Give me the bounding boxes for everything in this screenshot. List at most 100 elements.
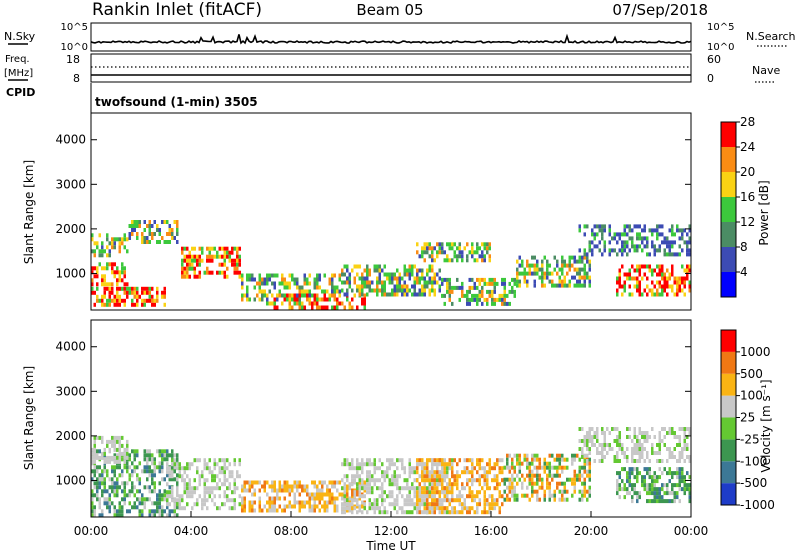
echo-cell [446,498,449,503]
echo-cell [278,496,281,501]
echo-cell [291,297,294,302]
echo-cell [646,483,649,488]
echo-cell [671,491,674,496]
echo-cell [148,489,151,494]
echo-cell [638,443,641,447]
echo-cell [621,451,624,455]
echo-cell [618,495,621,500]
echo-cell [113,453,116,458]
echo-cell [671,244,674,249]
echo-cell [288,285,291,290]
echo-cell [128,457,131,462]
echo-cell [536,469,539,474]
echo-cell [381,498,384,503]
echo-cell [208,458,211,463]
echo-cell [553,465,556,470]
echo-cell [303,281,306,286]
echo-cell [336,504,339,509]
echo-cell [253,500,256,505]
echo-cell [186,258,189,263]
echo-cell [346,474,349,479]
echo-cell [358,288,361,293]
echo-cell [103,477,106,482]
echo-cell [101,278,104,283]
echo-cell [221,270,224,275]
echo-cell [228,470,231,475]
echo-cell [688,495,691,500]
echo-cell [366,462,369,467]
echo-cell [483,510,486,515]
echo-cell [616,280,619,285]
echo-cell [411,292,414,297]
echo-cell [588,275,591,280]
echo-cell [388,292,391,297]
echo-cell [506,485,509,490]
echo-cell [448,289,451,294]
echo-cell [433,276,436,281]
echo-cell [631,451,634,455]
echo-cell [261,289,264,294]
echo-cell [581,455,584,459]
echo-cell [396,494,399,499]
echo-cell [511,493,514,498]
echo-cell [156,240,159,244]
echo-cell [531,477,534,482]
echo-cell [483,478,486,483]
echo-cell [173,477,176,482]
echo-cell [623,487,626,492]
echo-cell [113,302,116,307]
echo-cell [643,435,646,439]
echo-cell [328,500,331,505]
echo-cell [363,305,366,310]
echo-cell [413,280,416,285]
echo-cell [438,502,441,507]
echo-cell [581,465,584,470]
echo-cell [676,459,679,463]
echo-cell [156,501,159,506]
echo-cell [481,474,484,479]
velocity-ylabel: Slant Range [km] [22,366,36,470]
echo-cell [466,478,469,483]
echo-cell [668,427,671,431]
echo-cell [193,254,196,259]
echo-cell [91,509,94,514]
echo-cell [211,474,214,479]
echo-cell [286,480,289,485]
echo-cell [171,494,174,499]
echo-cell [398,458,401,463]
echo-cell [296,297,299,302]
echo-cell [616,459,619,463]
echo-cell [636,447,639,451]
echo-cell [588,431,591,435]
echo-cell [106,489,109,494]
echo-cell [198,258,201,263]
echo-cell [631,487,634,492]
echo-cell [653,475,656,480]
echo-cell [96,493,99,498]
echo-cell [141,497,144,502]
colorbar-tick-label: -100 [740,454,767,468]
echo-cell [408,490,411,495]
echo-cell [513,493,516,498]
echo-cell [373,482,376,487]
echo-cell [551,465,554,470]
echo-cell [653,268,656,273]
echo-cell [343,264,346,269]
echo-cell [581,497,584,502]
echo-cell [536,263,539,268]
echo-cell [176,513,179,518]
echo-cell [683,487,686,492]
echo-cell [431,498,434,503]
echo-cell [96,286,99,291]
echo-cell [226,274,229,279]
echo-cell [176,240,179,244]
echo-cell [358,292,361,297]
echo-cell [458,474,461,479]
echo-cell [316,484,319,489]
echo-cell [668,479,671,484]
echo-cell [556,481,559,486]
echo-cell [186,262,189,267]
echo-cell [558,275,561,280]
echo-cell [658,435,661,439]
echo-cell [148,497,151,502]
